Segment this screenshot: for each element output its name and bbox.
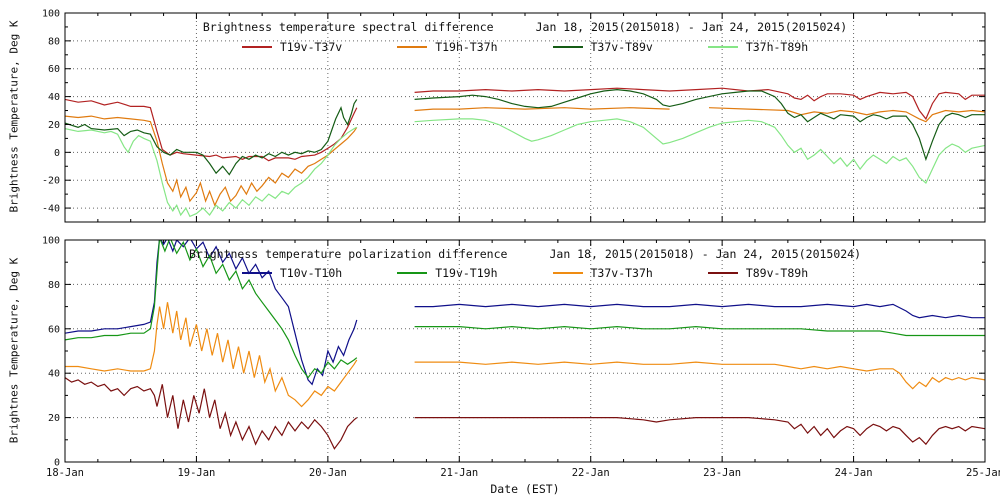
x-tick-label: 18-Jan (46, 467, 84, 479)
bottom-chart-title: Brightness temperature polarization diff… (65, 247, 985, 261)
legend-label: T37v-T37h (590, 266, 653, 280)
bottom-y-axis-label: Brightnes Temperature, Deg K (7, 257, 21, 444)
legend-item-T37v-T37h: T37v-T37h (552, 266, 653, 280)
x-tick-labels: 18-Jan 19-Jan 20-Jan 21-Jan 22-Jan 23-Jan 24-J… (46, 467, 1000, 479)
y-tick-label: 0 (54, 148, 60, 159)
y-tick-labels: 0 20 40 60 80 100 (42, 236, 60, 469)
y-tick-label: 80 (48, 36, 60, 47)
series-T19v-T19h (65, 240, 985, 379)
y-tick-label: 40 (48, 369, 60, 380)
legend-label: T89v-T89h (745, 266, 809, 280)
legend-label: T19v-T19h (435, 266, 498, 280)
x-tick-label: 21-Jan (440, 467, 478, 479)
y-tick-label: 40 (48, 92, 60, 103)
top-y-axis-label: Brightness Temperature, Deg K (7, 20, 21, 213)
bottom-chart-date-range: Jan 18, 2015(2015018) - Jan 24, 2015(201… (549, 247, 862, 261)
legend-label: T37h-T89h (745, 40, 809, 54)
legend-label: T19h-T37h (435, 40, 498, 54)
y-tick-label: 80 (48, 280, 60, 291)
legend-line-swatch (707, 272, 738, 274)
top-chart-title: Brightness temperature spectral differen… (65, 20, 985, 34)
series-group (65, 240, 985, 450)
series-T37h-T89h (65, 118, 985, 218)
x-tick-label: 22-Jan (572, 467, 610, 479)
x-tick-label: 19-Jan (177, 467, 215, 479)
plot-frame (64, 12, 986, 223)
legend-line-swatch (397, 272, 428, 274)
series-T19v-T37v (65, 87, 985, 162)
legend-line-swatch (397, 46, 428, 48)
top-chart-date-range: Jan 18, 2015(2015018) - Jan 24, 2015(201… (535, 20, 848, 34)
legend-line-swatch (552, 46, 583, 48)
legend-item-T19h-T37h: T19h-T37h (397, 40, 498, 54)
legend-line-swatch (552, 272, 583, 274)
series-T37v-T37h (65, 302, 985, 408)
legend-item-T37v-T89v: T37v-T89v (552, 40, 653, 54)
x-tick-label: 23-Jan (703, 467, 741, 479)
y-tick-label: 100 (42, 9, 60, 20)
bottom-chart-legend: T10v-T10h T19v-T19h T37v-T37h T89v-T89h (65, 266, 985, 280)
y-tick-label: 100 (42, 236, 60, 247)
legend-item-T37h-T89h: T37h-T89h (707, 40, 809, 54)
bottom-chart-title-text: Brightness temperature polarization diff… (188, 247, 508, 261)
legend-line-swatch (707, 46, 738, 48)
gridlines (65, 13, 985, 222)
legend-item-T89v-T89h: T89v-T89h (707, 266, 809, 280)
legend-item-T10v-T10h: T10v-T10h (241, 266, 343, 280)
x-tick-label: 20-Jan (309, 467, 347, 479)
y-tick-label: 20 (48, 413, 60, 424)
y-tick-label: -20 (42, 176, 60, 187)
plot-frame (64, 239, 986, 463)
top-chart-title-text: Brightness temperature spectral differen… (202, 20, 494, 34)
x-tick-label: 24-Jan (835, 467, 873, 479)
y-tick-label: 60 (48, 324, 60, 335)
series-group (65, 87, 985, 218)
legend-line-swatch (241, 46, 272, 48)
legend-label: T37v-T89v (590, 40, 653, 54)
spectral-difference-chart: -40 -20 0 20 40 60 80 100 (42, 9, 986, 223)
legend-line-swatch (241, 272, 272, 274)
y-tick-label: 0 (54, 458, 60, 469)
y-tick-label: 60 (48, 64, 60, 75)
legend-item-T19v-T37v: T19v-T37v (241, 40, 343, 54)
series-T37v-T89v (65, 88, 985, 176)
series-T19h-T37h (65, 107, 985, 207)
legend-label: T19v-T37v (279, 40, 343, 54)
legend-item-T19v-T19h: T19v-T19h (397, 266, 498, 280)
legend-label: T10v-T10h (279, 266, 343, 280)
x-tick-label: 25-Jan (966, 467, 1000, 479)
x-axis-label: Date (EST) (490, 482, 560, 496)
polarization-difference-chart: 0 20 40 60 80 100 18-Jan 19-Jan 20-Jan 21-Jan 22-J… (42, 236, 1000, 480)
series-T89v-T89h (65, 377, 985, 450)
y-tick-labels: -40 -20 0 20 40 60 80 100 (42, 9, 60, 215)
y-tick-label: -40 (42, 204, 60, 215)
top-chart-legend: T19v-T37v T19h-T37h T37v-T89v T37h-T89h (65, 40, 985, 54)
y-tick-label: 20 (48, 120, 60, 131)
